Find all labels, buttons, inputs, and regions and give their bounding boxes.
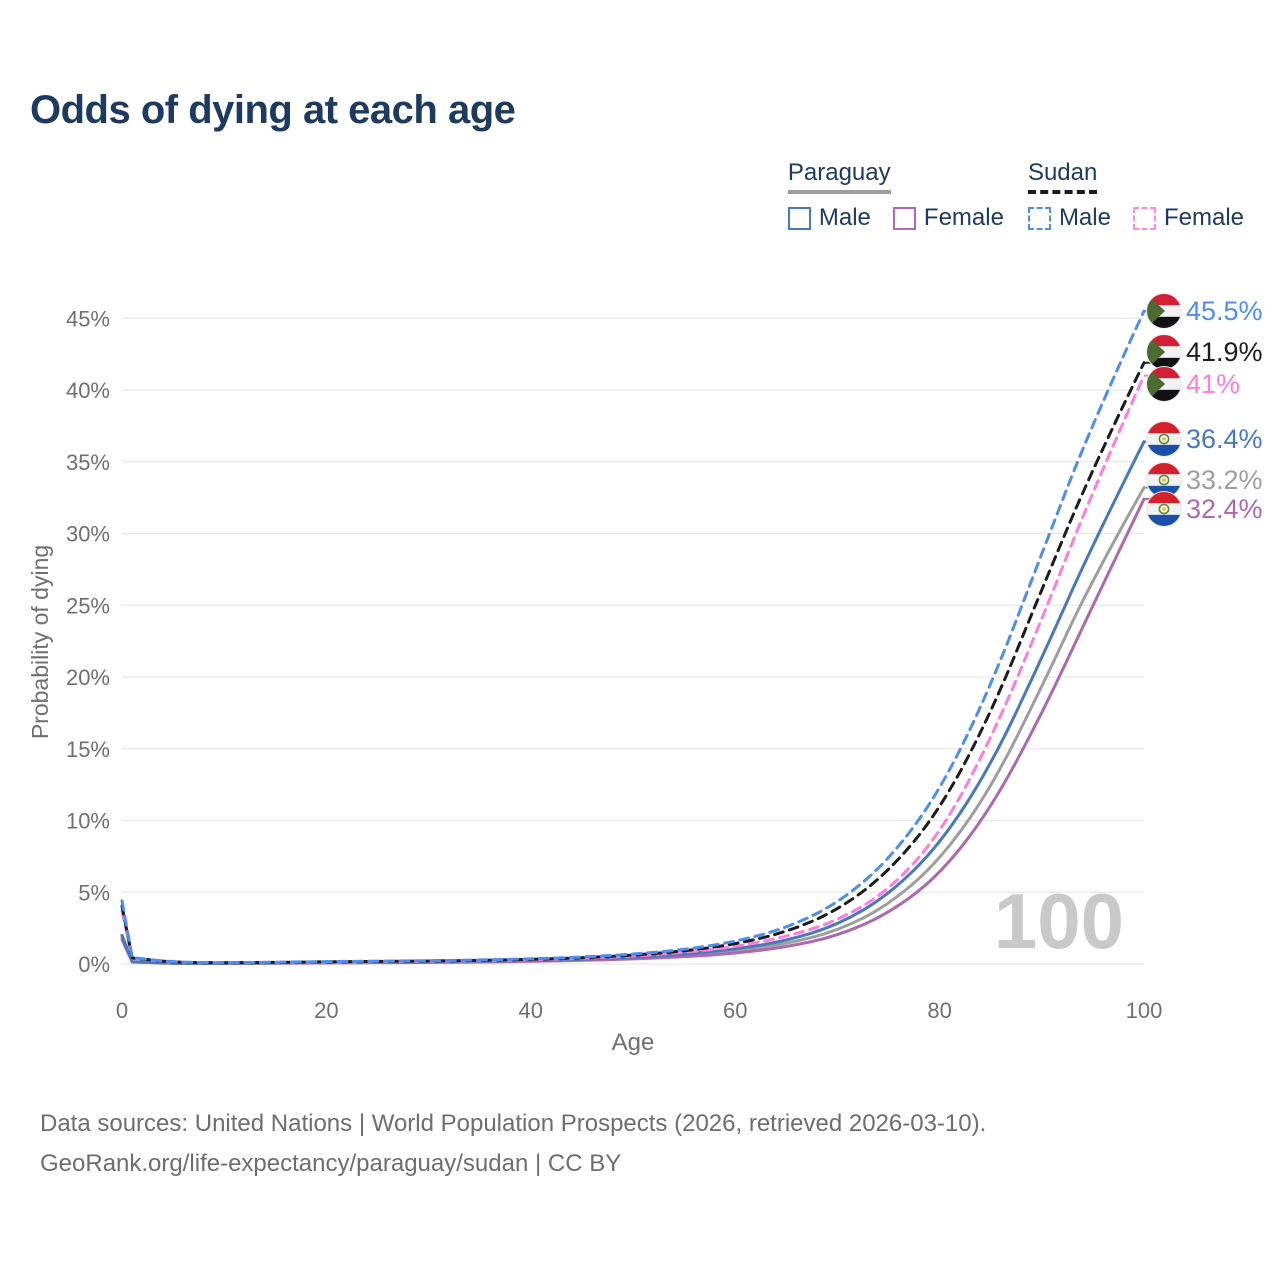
series-line-sudan-female (120, 374, 1146, 965)
x-tick-label: 40 (519, 998, 543, 1023)
legend-group-sudan: Sudan Male Female (1027, 159, 1244, 232)
sudan-flag-icon (1146, 334, 1182, 370)
end-value-label-paraguay-both: 33.2% (1186, 465, 1263, 495)
series-line-paraguay-male (120, 440, 1146, 965)
legend-item-label: Female (1163, 204, 1244, 232)
legend-swatch-icon (787, 206, 811, 230)
odds-of-dying-line-chart: 0% 5% 10% 15% 20% 25% 30% 35% 40% 45% 0 20 40 60 80 100… (27, 293, 1263, 1056)
y-tick-label: 10% (66, 809, 110, 834)
y-tick-label: 20% (66, 665, 110, 690)
attribution-link-text: GeoRank.org/life-expectancy/paraguay/sud… (40, 1150, 622, 1177)
legend-items-row: Male Female (1027, 204, 1244, 232)
paraguay-flag-icon (1146, 491, 1182, 527)
y-tick-label: 45% (66, 306, 110, 331)
sudan-flag-icon (1146, 293, 1182, 329)
y-tick-label: 0% (78, 952, 110, 977)
y-tick-label: 5% (78, 880, 110, 905)
legend: Paraguay Male Female Sudan Male Female (787, 159, 1244, 232)
sudan-flag-icon (1146, 366, 1182, 402)
end-value-label-sudan-male: 45.5% (1186, 296, 1263, 326)
data-sources-text: Data sources: United Nations | World Pop… (40, 1110, 987, 1137)
series-line-sudan-male (120, 309, 1146, 965)
y-tick-label: 25% (66, 593, 110, 618)
x-axis-title: Age (612, 1029, 655, 1056)
y-tick-label: 40% (66, 378, 110, 403)
x-tick-label: 80 (927, 998, 951, 1023)
x-tick-label: 0 (116, 998, 128, 1023)
x-tick-label: 20 (314, 998, 338, 1023)
legend-item-sudan-male[interactable]: Male (1027, 204, 1111, 232)
series-line-sudan-both (120, 361, 1146, 965)
legend-country-paraguay[interactable]: Paraguay (787, 159, 891, 195)
x-tick-label: 60 (723, 998, 747, 1023)
legend-country-sudan[interactable]: Sudan (1027, 159, 1098, 195)
legend-item-label: Male (818, 204, 871, 232)
end-value-label-sudan-both: 41.9% (1186, 337, 1263, 367)
legend-items-row: Male Female (787, 204, 1004, 232)
y-axis-title: Probability of dying (27, 545, 53, 739)
legend-item-sudan-female[interactable]: Female (1132, 204, 1244, 232)
legend-item-label: Male (1058, 204, 1111, 232)
paraguay-flag-icon (1146, 421, 1182, 457)
legend-item-paraguay-male[interactable]: Male (787, 204, 871, 232)
end-value-label-paraguay-female: 32.4% (1186, 494, 1263, 524)
footer: Data sources: United Nations | World Pop… (40, 1104, 986, 1184)
legend-item-paraguay-female[interactable]: Female (892, 204, 1004, 232)
y-tick-label: 15% (66, 737, 110, 762)
legend-item-label: Female (923, 204, 1004, 232)
age-watermark: 100 (994, 877, 1124, 965)
y-tick-label: 35% (66, 450, 110, 475)
series-line-paraguay-female (120, 497, 1146, 965)
end-value-label-sudan-female: 41% (1186, 369, 1240, 399)
legend-swatch-icon (892, 206, 916, 230)
y-tick-label: 30% (66, 522, 110, 547)
x-tick-label: 100 (1126, 998, 1163, 1023)
legend-swatch-icon (1132, 206, 1156, 230)
legend-group-paraguay: Paraguay Male Female (787, 159, 1004, 232)
legend-swatch-icon (1027, 206, 1051, 230)
end-value-label-paraguay-male: 36.4% (1186, 424, 1263, 454)
page-title: Odds of dying at each age (30, 88, 516, 132)
